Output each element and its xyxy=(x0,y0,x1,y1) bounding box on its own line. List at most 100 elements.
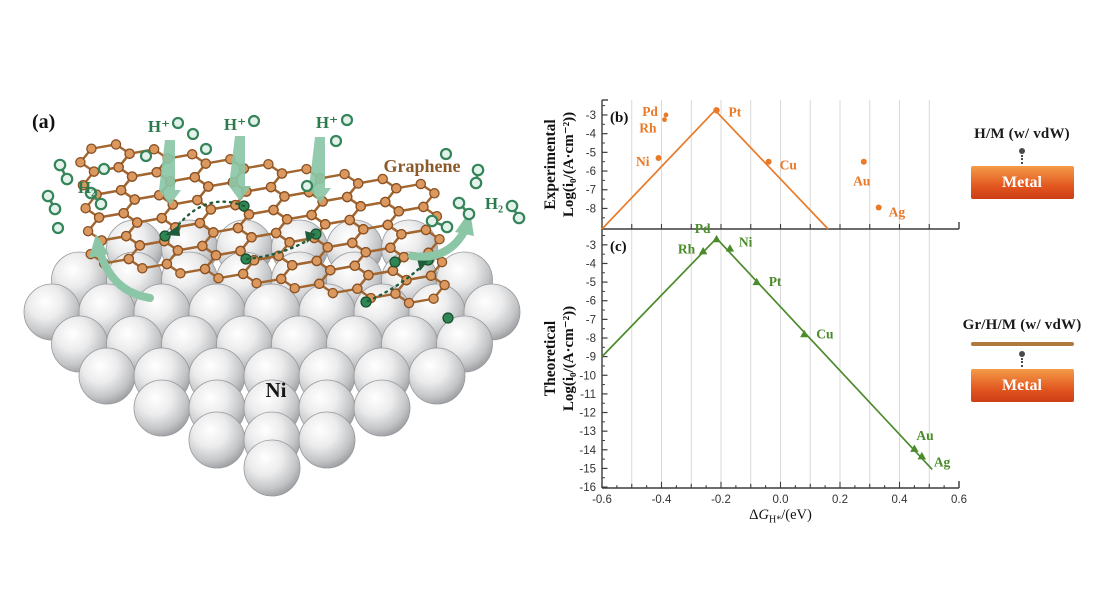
hydrogen-ion xyxy=(199,142,213,156)
graphene-atom xyxy=(237,268,249,280)
legend-hm: H/M (w/ vdW) Metal xyxy=(949,126,1095,199)
graphene-atom xyxy=(314,278,325,290)
h-adatom-bond-dotted xyxy=(1021,358,1023,367)
data-point-ag xyxy=(875,204,882,211)
panel-label-c: (c) xyxy=(610,239,627,255)
h-atom xyxy=(505,199,519,213)
graphene-atom xyxy=(235,245,246,257)
point-label-cu: Cu xyxy=(816,326,834,341)
graphene-atom xyxy=(377,173,388,185)
graphene-atom xyxy=(246,232,257,243)
data-point-pd xyxy=(712,234,721,243)
point-label-cu: Cu xyxy=(780,158,798,173)
graphene-atom xyxy=(349,260,361,272)
panel-label-b: (b) xyxy=(610,110,628,126)
h2-molecule xyxy=(53,158,74,186)
h2-molecule xyxy=(505,199,526,225)
ni-sphere xyxy=(408,347,466,405)
proton-flux-arrow xyxy=(309,137,331,203)
y-tick-label: -3 xyxy=(586,110,596,122)
graphene-atom xyxy=(347,237,358,249)
point-label-ni: Ni xyxy=(636,154,650,169)
graphene-atom xyxy=(110,139,122,150)
x-tick-label: -0.6 xyxy=(592,494,612,506)
y-tick-label: -4 xyxy=(586,129,597,141)
graphene-atom xyxy=(325,264,336,276)
graphene-atom xyxy=(82,225,94,237)
graphene-atom xyxy=(339,168,350,180)
arrowhead xyxy=(165,225,180,236)
hydrogen-ion xyxy=(340,113,354,127)
h-migration-arrow xyxy=(174,200,246,230)
h-atom xyxy=(471,163,485,177)
point-label-ag: Ag xyxy=(889,205,906,220)
graphene-atom xyxy=(161,258,173,270)
graphene-atom xyxy=(203,181,214,192)
panel-a-label: (a) xyxy=(32,111,55,133)
y-tick-label: -9 xyxy=(586,352,596,364)
graphene-atom xyxy=(156,212,168,224)
graphene-atom xyxy=(205,204,217,215)
graphene-atom xyxy=(124,148,135,159)
graphene-atom xyxy=(358,224,369,235)
h-adatom-marker xyxy=(1019,351,1025,367)
h-migration-arrows xyxy=(165,200,428,303)
h-adatom xyxy=(360,296,372,308)
graphene-label: Graphene xyxy=(383,156,460,176)
h-plus-label: H⁺ xyxy=(316,113,338,132)
y-tick-label: -6 xyxy=(586,296,596,308)
graphene-atom xyxy=(387,265,399,277)
hydrogen-ion xyxy=(97,162,111,176)
point-label-rh: Rh xyxy=(639,121,657,136)
graphene-atom xyxy=(436,256,448,268)
h2-molecule xyxy=(452,196,476,221)
y-tick-label: -3 xyxy=(586,240,596,252)
point-label-pt: Pt xyxy=(729,104,742,119)
y-tick-label: -10 xyxy=(579,370,596,382)
ni-sphere xyxy=(78,347,136,405)
point-label-rh: Rh xyxy=(678,241,696,256)
y-tick-label: -4 xyxy=(586,258,597,270)
graphene-atom xyxy=(429,188,440,199)
x-tick-label: 0.6 xyxy=(951,494,967,506)
graphene-atom xyxy=(391,183,402,194)
y-tick-label: -15 xyxy=(579,463,596,475)
graphene-atom xyxy=(396,228,407,240)
x-tick-label: -0.2 xyxy=(711,494,731,506)
h-atom xyxy=(41,189,55,203)
h-atom xyxy=(512,211,526,225)
h-plus-label: H⁺ xyxy=(224,115,246,134)
graphene-atom xyxy=(434,233,445,245)
h-atom xyxy=(60,172,74,186)
proton-flux-arrow xyxy=(229,136,251,201)
graphene-atom xyxy=(77,180,89,191)
y-tick-label: -11 xyxy=(580,389,596,401)
graphene-atom xyxy=(210,250,222,261)
graphene-atom xyxy=(284,237,295,248)
graphene-atom xyxy=(118,207,129,219)
graphene-atom xyxy=(276,168,288,179)
graphene-atom xyxy=(126,171,138,182)
graphene-sheet-line xyxy=(970,342,1074,346)
graphene-atom xyxy=(270,227,282,239)
graphene-atom xyxy=(311,255,322,267)
graphene-atom xyxy=(129,194,140,205)
data-point-rh xyxy=(698,246,708,255)
h-atom xyxy=(48,202,62,216)
graphene-atom xyxy=(398,251,410,263)
hydrogen-ion xyxy=(51,221,65,235)
graphene-atom xyxy=(192,194,203,206)
graphene-sheet xyxy=(75,139,450,309)
x-axis-title: ΔGH*/(eV) xyxy=(749,507,812,526)
x-tick-label: 0.2 xyxy=(832,494,848,506)
graphene-atom xyxy=(355,201,366,212)
y-tick-label: -7 xyxy=(586,314,596,326)
h-atom xyxy=(53,158,67,172)
y-tick-label: -8 xyxy=(586,333,596,345)
graphene-atom xyxy=(352,178,364,189)
h-migration-arrow xyxy=(366,264,424,303)
h2-release-arrow-left xyxy=(96,248,154,302)
h2-molecule xyxy=(469,163,485,190)
graphene-atom xyxy=(137,263,148,274)
